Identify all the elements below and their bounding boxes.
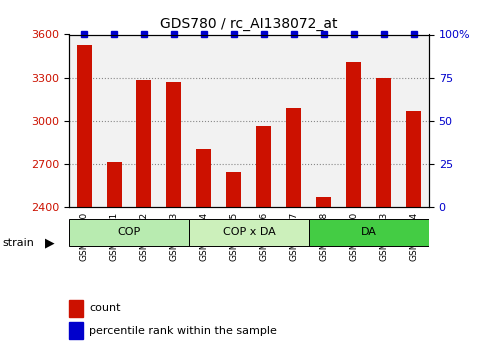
Text: percentile rank within the sample: percentile rank within the sample: [89, 326, 277, 336]
Bar: [406, 111, 422, 207]
Text: strain: strain: [2, 238, 35, 248]
Bar: [347, 62, 361, 207]
Bar: [69, 322, 83, 339]
Text: COP: COP: [117, 227, 141, 237]
Bar: [286, 108, 301, 207]
Text: ▶: ▶: [45, 237, 55, 250]
Bar: [69, 300, 83, 317]
Bar: [256, 127, 272, 207]
Text: count: count: [89, 303, 121, 313]
Bar: [76, 45, 92, 207]
FancyBboxPatch shape: [189, 218, 309, 246]
Text: COP x DA: COP x DA: [223, 227, 275, 237]
Bar: [106, 162, 121, 207]
FancyBboxPatch shape: [69, 218, 189, 246]
FancyBboxPatch shape: [309, 218, 429, 246]
Title: GDS780 / rc_AI138072_at: GDS780 / rc_AI138072_at: [160, 17, 338, 31]
Bar: [377, 78, 391, 207]
Bar: [137, 80, 151, 207]
Bar: [226, 172, 242, 207]
Text: DA: DA: [361, 227, 377, 237]
Bar: [197, 149, 211, 207]
Bar: [317, 197, 331, 207]
Bar: [167, 82, 181, 207]
